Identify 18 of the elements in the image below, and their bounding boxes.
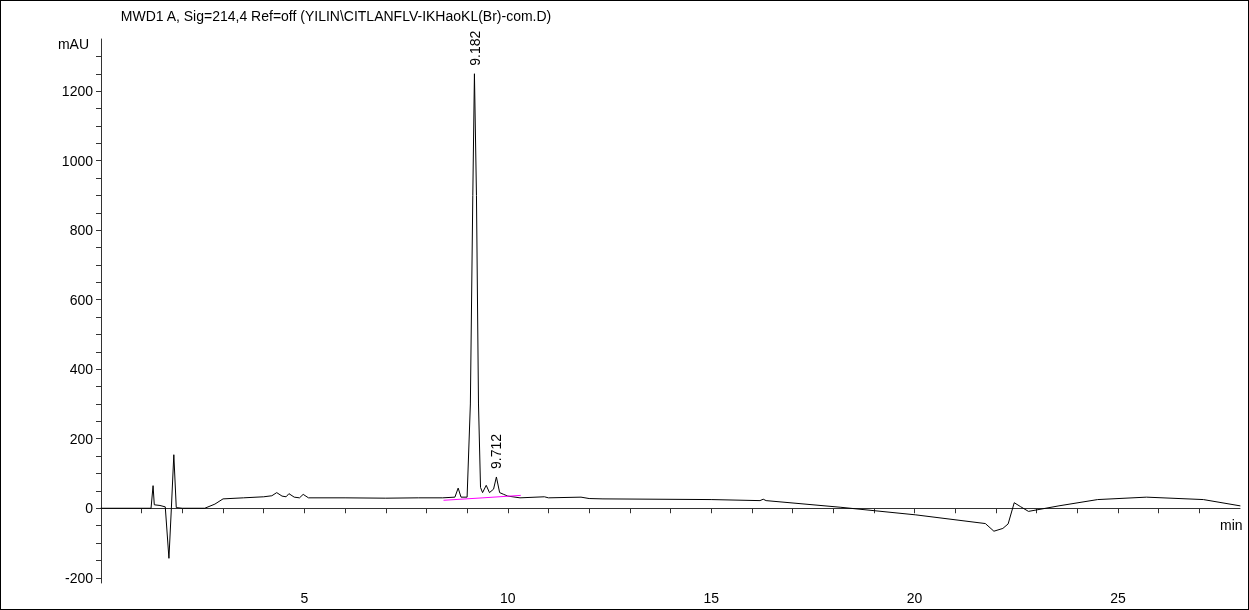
y-tick-label: 800 — [69, 222, 94, 239]
x-axis-title: min — [1220, 517, 1243, 534]
x-tick-label: 15 — [703, 590, 720, 606]
y-tick-label: 1000 — [61, 152, 94, 169]
chart-title: MWD1 A, Sig=214,4 Ref=off (YILIN\CITLANFLV-IKHaoKL(Br)-com.D) — [120, 8, 552, 24]
x-tick-label: 20 — [906, 590, 923, 606]
annotation: 9.712 — [488, 433, 505, 469]
x-tick-label: 25 — [1110, 590, 1126, 606]
y-tick-label: 400 — [69, 361, 94, 378]
y-tick-label: -200 — [64, 569, 94, 586]
y-tick-label: 1200 — [61, 83, 94, 100]
annotation: 9.182 — [466, 30, 483, 66]
y-tick-label: 200 — [69, 430, 94, 447]
y-tick-label: 0 — [85, 500, 94, 517]
y-tick-label: 600 — [69, 291, 94, 308]
x-tick-label: 10 — [500, 590, 516, 606]
x-tick-label: 5 — [300, 590, 309, 606]
y-axis-title: mAU — [57, 36, 89, 52]
